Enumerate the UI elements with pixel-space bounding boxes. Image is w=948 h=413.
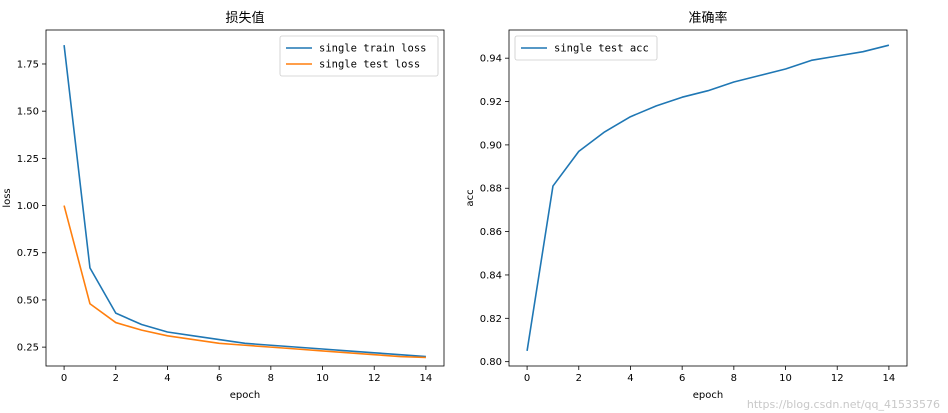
chart-title: 损失值 bbox=[225, 10, 264, 26]
x-tick-label: 10 bbox=[779, 373, 792, 384]
legend-box bbox=[279, 35, 439, 77]
legend-label: single test acc bbox=[554, 43, 649, 55]
y-axis-label: loss bbox=[2, 188, 13, 207]
x-tick-label: 6 bbox=[679, 373, 685, 384]
y-tick-label: 0.50 bbox=[17, 295, 39, 306]
y-tick-label: 0.86 bbox=[480, 227, 502, 238]
x-tick-label: 4 bbox=[164, 373, 170, 384]
series-line-1 bbox=[526, 44, 890, 351]
series-line-2 bbox=[63, 205, 426, 359]
y-tick-label: 0.25 bbox=[17, 343, 39, 354]
y-tick-label: 0.75 bbox=[17, 248, 39, 259]
plot-frame bbox=[45, 29, 445, 367]
x-tick-label: 14 bbox=[420, 373, 433, 384]
x-tick-label: 8 bbox=[268, 373, 274, 384]
x-tick-label: 10 bbox=[316, 373, 329, 384]
x-tick-label: 0 bbox=[524, 373, 530, 384]
x-tick-label: 0 bbox=[61, 373, 67, 384]
legend-box bbox=[514, 35, 658, 61]
y-tick-label: 1.00 bbox=[17, 201, 39, 212]
legend-label: single train loss bbox=[319, 43, 426, 55]
x-tick-label: 8 bbox=[731, 373, 737, 384]
legend-label: single test loss bbox=[319, 59, 420, 71]
x-axis-label: epoch bbox=[230, 390, 260, 401]
x-axis-label: epoch bbox=[693, 390, 723, 401]
y-tick-label: 1.25 bbox=[17, 154, 39, 165]
x-tick-label: 2 bbox=[113, 373, 119, 384]
x-tick-label: 4 bbox=[627, 373, 633, 384]
x-tick-label: 2 bbox=[576, 373, 582, 384]
y-tick-label: 1.50 bbox=[17, 107, 39, 118]
y-tick-label: 0.94 bbox=[480, 54, 502, 65]
chart-title: 准确率 bbox=[688, 10, 727, 26]
y-tick-label: 0.82 bbox=[480, 314, 502, 325]
chart-2: 准确率 0 2 4 6 8 10 12 14 0.80 0.82 0.84 0.86 0.88 0.90 0.… bbox=[465, 10, 908, 401]
x-tick-label: 14 bbox=[883, 373, 896, 384]
y-tick-label: 0.84 bbox=[480, 270, 502, 281]
series-line-1 bbox=[63, 45, 426, 358]
x-tick-label: 12 bbox=[368, 373, 381, 384]
watermark: https://blog.csdn.net/qq_41533576 bbox=[746, 398, 940, 411]
y-tick-label: 0.90 bbox=[480, 140, 502, 151]
plot-frame bbox=[508, 29, 908, 367]
y-tick-label: 0.88 bbox=[480, 184, 502, 195]
y-tick-label: 0.80 bbox=[480, 357, 502, 368]
chart-1: 损失值 0 2 4 6 8 10 12 14 0.25 0.50 0.75 1.00 1.25 1.50 1.… bbox=[2, 10, 445, 401]
y-tick-label: 1.75 bbox=[17, 59, 39, 70]
legend: single train loss single test loss bbox=[279, 35, 439, 77]
legend: single test acc bbox=[514, 35, 658, 61]
x-tick-label: 12 bbox=[831, 373, 844, 384]
x-tick-label: 6 bbox=[216, 373, 222, 384]
y-tick-label: 0.92 bbox=[480, 97, 502, 108]
y-axis-label: acc bbox=[465, 189, 476, 206]
